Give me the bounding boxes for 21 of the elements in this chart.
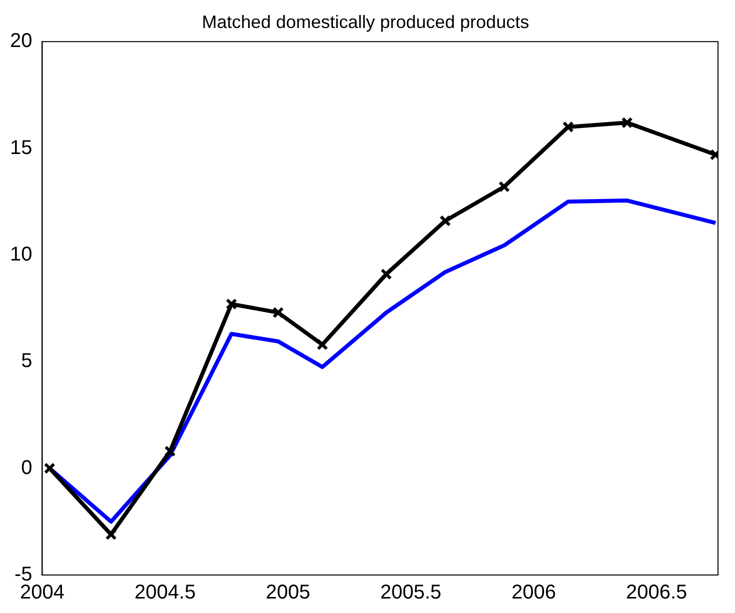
y-tick-label: 20 [10, 30, 32, 52]
y-tick-label: 15 [10, 136, 32, 159]
point [44, 462, 56, 474]
x-tick-label: 2005.5 [380, 582, 442, 604]
point [164, 446, 176, 457]
x-tick-label: 2004.5 [134, 582, 196, 604]
point [316, 338, 328, 350]
x-tick-label: 2005 [266, 582, 310, 604]
point [226, 298, 238, 310]
x-tick-label: 2006.5 [626, 582, 688, 604]
point [621, 116, 633, 128]
y-tick-label: 0 [21, 456, 32, 479]
point [380, 268, 392, 280]
point [272, 306, 284, 318]
point [498, 180, 510, 192]
y-tick-label: 5 [21, 350, 32, 372]
point [562, 121, 574, 133]
x-tick-label: 2006 [511, 582, 556, 604]
chart-title: Matched domestically produced products [202, 12, 530, 32]
y-tick-label: 10 [10, 243, 32, 266]
point [440, 215, 451, 227]
